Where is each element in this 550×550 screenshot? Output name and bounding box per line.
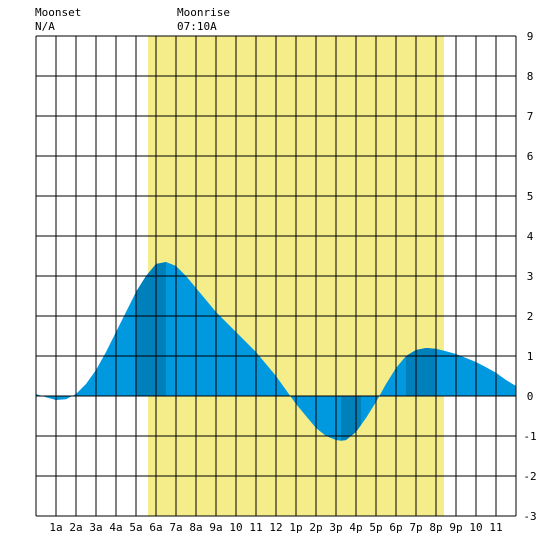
x-tick-label: 9a	[209, 521, 222, 534]
x-tick-label: 1p	[289, 521, 302, 534]
x-tick-label: 11	[249, 521, 262, 534]
x-tick-label: 11	[489, 521, 502, 534]
y-tick-label: 7	[527, 110, 534, 123]
x-tick-label: 9p	[449, 521, 462, 534]
x-tick-label: 10	[229, 521, 242, 534]
x-tick-label: 5p	[369, 521, 382, 534]
x-tick-label: 2a	[69, 521, 82, 534]
y-tick-label: -1	[523, 430, 536, 443]
y-tick-label: 0	[527, 390, 534, 403]
y-tick-label: 6	[527, 150, 534, 163]
x-tick-label: 10	[469, 521, 482, 534]
x-tick-label: 1a	[49, 521, 62, 534]
y-tick-label: 3	[527, 270, 534, 283]
x-tick-labels: 1a 2a 3a 4a 5a 6a 7a 8a 9a 10 11 12 1p 2p 3p 4p 5p 6p 7p 8p…	[49, 521, 502, 534]
grid-layer	[35, 35, 517, 517]
y-tick-label: 5	[527, 190, 534, 203]
y-tick-labels: -3 -2 -1 0 1 2 3 4 5 6 7 8 9	[523, 30, 536, 523]
y-tick-label: 4	[527, 230, 534, 243]
y-tick-label: 8	[527, 70, 534, 83]
y-tick-label: -3	[523, 510, 536, 523]
x-tick-label: 12	[269, 521, 282, 534]
x-tick-label: 2p	[309, 521, 322, 534]
moonset-value: N/A	[35, 20, 55, 33]
x-tick-label: 7a	[169, 521, 182, 534]
x-tick-label: 5a	[129, 521, 142, 534]
y-tick-label: -2	[523, 470, 536, 483]
y-tick-label: 1	[527, 350, 534, 363]
x-tick-label: 4p	[349, 521, 362, 534]
x-tick-label: 8a	[189, 521, 202, 534]
y-tick-label: 9	[527, 30, 534, 43]
x-tick-label: 3a	[89, 521, 102, 534]
moonrise-label: Moonrise	[177, 6, 230, 19]
moonset-label: Moonset	[35, 6, 81, 19]
x-tick-label: 6a	[149, 521, 162, 534]
x-tick-label: 3p	[329, 521, 342, 534]
x-tick-label: 8p	[429, 521, 442, 534]
y-tick-label: 2	[527, 310, 534, 323]
moonrise-value: 07:10A	[177, 20, 217, 33]
x-tick-label: 4a	[109, 521, 122, 534]
x-tick-label: 7p	[409, 521, 422, 534]
x-tick-label: 6p	[389, 521, 402, 534]
